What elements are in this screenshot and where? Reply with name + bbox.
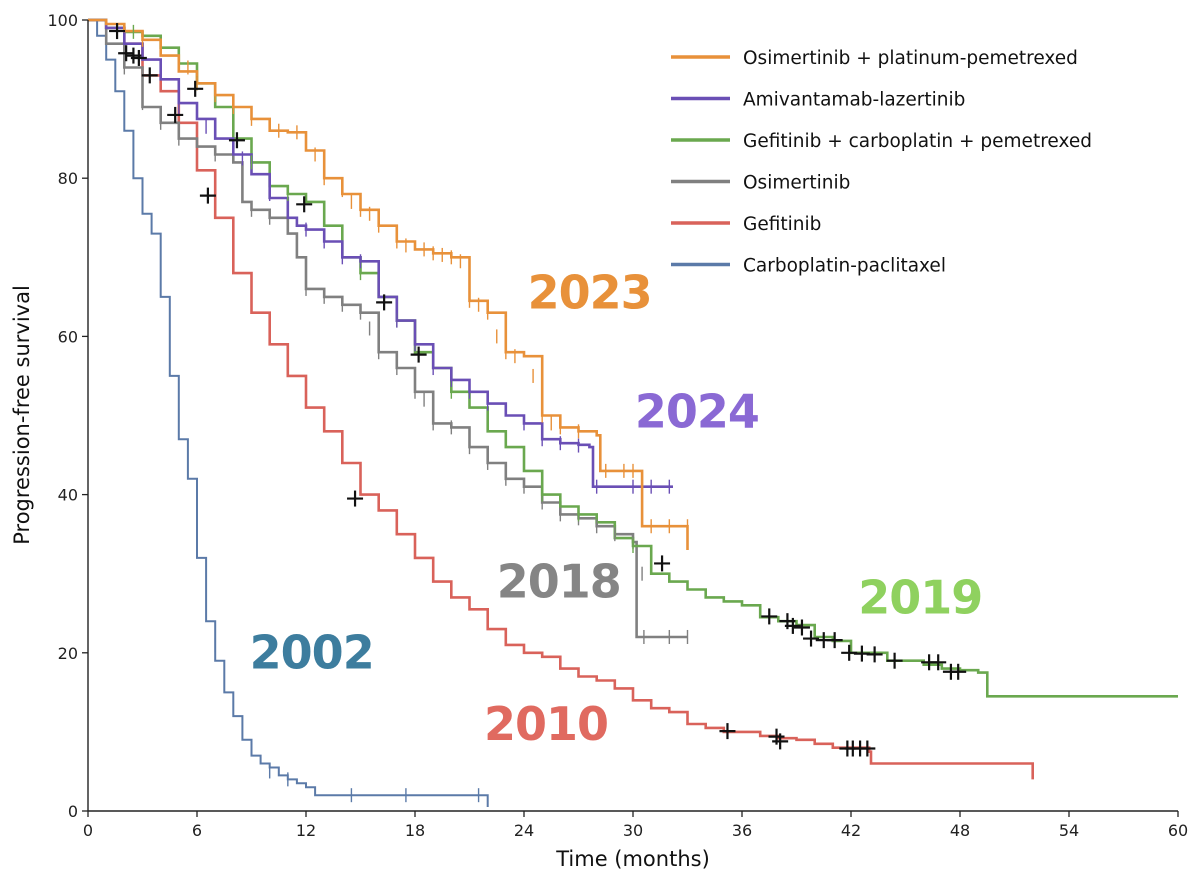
black-censor-2024 bbox=[410, 346, 427, 363]
x-tick-label: 60 bbox=[1168, 821, 1188, 840]
x-tick-label: 6 bbox=[192, 821, 202, 840]
legend: Osimertinib + platinum-pemetrexed Amivant… bbox=[671, 48, 1092, 277]
black-censor-2019 bbox=[654, 555, 671, 572]
black-censor-2019 bbox=[793, 619, 810, 636]
year-label-2010: 2010 bbox=[484, 697, 608, 751]
black-censor-2019 bbox=[784, 617, 801, 634]
x-tick-label: 18 bbox=[405, 821, 425, 840]
black-censor-2019 bbox=[109, 23, 126, 40]
black-censor-2019 bbox=[187, 80, 204, 97]
y-tick-label: 40 bbox=[58, 486, 78, 505]
black-censor-2010 bbox=[859, 740, 876, 757]
y-tick-label: 60 bbox=[58, 327, 78, 346]
curve-2024 bbox=[88, 18, 673, 488]
year-label-2002: 2002 bbox=[250, 626, 374, 680]
x-tick-label: 54 bbox=[1059, 821, 1079, 840]
y-tick-label: 100 bbox=[47, 11, 78, 30]
black-censor-2019 bbox=[886, 652, 903, 669]
black-censor-2010 bbox=[347, 490, 364, 507]
black-censor-2019 bbox=[950, 663, 967, 680]
legend-label-2023: Osimertinib + platinum-pemetrexed bbox=[743, 48, 1078, 69]
x-tick-label: 48 bbox=[950, 821, 970, 840]
axes: 0 6 12 18 24 30 36 42 48 54 60 0 20 40 60 80 100 Time (… bbox=[10, 11, 1188, 871]
black-censor-2023 bbox=[167, 106, 184, 123]
y-axis-title: Progression-free survival bbox=[10, 285, 34, 545]
x-tick-label: 36 bbox=[732, 821, 752, 840]
black-censor-2023 bbox=[125, 47, 142, 64]
black-censor-2019 bbox=[930, 654, 947, 671]
year-label-2024: 2024 bbox=[635, 384, 759, 438]
x-tick-label: 12 bbox=[296, 821, 316, 840]
black-censor-2019 bbox=[866, 646, 883, 663]
censor-marks bbox=[123, 24, 689, 803]
curve-2002 bbox=[88, 19, 489, 807]
year-label-2019: 2019 bbox=[858, 570, 982, 624]
black-censor-2019 bbox=[761, 608, 778, 625]
year-annotations: 2023 2024 2019 2018 2010 2002 bbox=[250, 266, 984, 751]
y-tick-label: 20 bbox=[58, 644, 78, 663]
black-censor-2024 bbox=[376, 294, 393, 311]
black-censor-2019 bbox=[803, 630, 820, 647]
black-censor-2023 bbox=[228, 132, 245, 149]
y-tick-label: 0 bbox=[68, 802, 78, 821]
x-axis-title: Time (months) bbox=[555, 847, 710, 871]
plot-area bbox=[88, 18, 1178, 807]
legend-label-2024: Amivantamab-lazertinib bbox=[743, 90, 965, 111]
y-tick-label: 80 bbox=[58, 169, 78, 188]
y-ticks: 0 20 40 60 80 100 bbox=[47, 11, 88, 821]
black-censor-2019 bbox=[826, 632, 843, 649]
x-tick-label: 30 bbox=[623, 821, 643, 840]
legend-label-2002: Carboplatin-paclitaxel bbox=[743, 256, 946, 277]
black-censor-2010 bbox=[199, 187, 216, 204]
legend-label-2018: Osimertinib bbox=[743, 173, 850, 194]
x-tick-label: 24 bbox=[514, 821, 534, 840]
black-censor-marks bbox=[109, 23, 967, 757]
black-censor-2010 bbox=[719, 723, 736, 740]
year-label-2018: 2018 bbox=[497, 554, 621, 608]
x-ticks: 0 6 12 18 24 30 36 42 48 54 60 bbox=[83, 811, 1188, 840]
black-censor-2018 bbox=[118, 45, 135, 62]
legend-label-2010: Gefitinib bbox=[743, 214, 821, 235]
x-tick-label: 42 bbox=[841, 821, 861, 840]
legend-label-2019: Gefitinib + carboplatin + pemetrexed bbox=[743, 131, 1092, 152]
black-censor-2018 bbox=[141, 67, 158, 84]
year-label-2023: 2023 bbox=[528, 266, 652, 320]
black-censor-2019 bbox=[296, 196, 313, 213]
curve-2010 bbox=[88, 18, 1034, 780]
x-tick-label: 0 bbox=[83, 821, 93, 840]
black-censor-2010 bbox=[772, 733, 789, 750]
